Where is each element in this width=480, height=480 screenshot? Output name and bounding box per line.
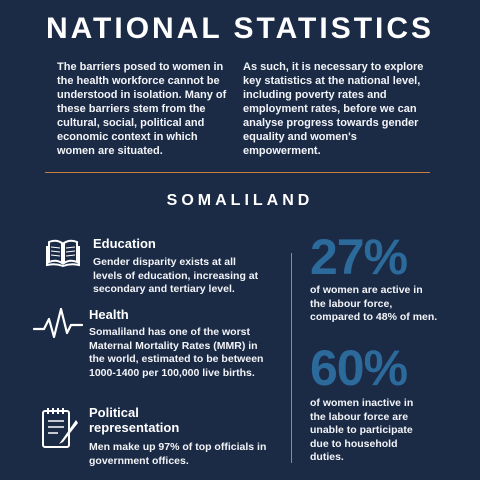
clipboard-pen-icon <box>40 406 80 450</box>
section-title: SOMALILAND <box>166 192 314 209</box>
stats-divider <box>291 253 292 463</box>
intro-right-paragraph: As such, it is necessary to explore key … <box>243 61 424 157</box>
education-title: Education <box>93 236 156 251</box>
political-representation-title: Political representation <box>89 405 180 435</box>
book-icon <box>46 238 80 268</box>
intro-left-paragraph: The barriers posed to women in the healt… <box>57 61 227 157</box>
health-title: Health <box>89 307 129 322</box>
education-text: Gender disparity exists at all levels of… <box>93 256 259 295</box>
section-divider <box>45 172 430 173</box>
stat-labour-force-percent: 27% <box>310 229 408 285</box>
health-text: Somaliland has one of the worst Maternal… <box>89 326 264 379</box>
political-representation-text: Men make up 97% of top officials in gove… <box>89 441 267 467</box>
heartbeat-icon <box>32 305 84 341</box>
stat-labour-force-text: of women are active in the labour force,… <box>310 284 438 323</box>
stat-household-duties-text: of women inactive in the labour force ar… <box>310 397 414 463</box>
stat-household-duties-percent: 60% <box>310 340 408 396</box>
page-title: NATIONAL STATISTICS <box>45 12 435 45</box>
